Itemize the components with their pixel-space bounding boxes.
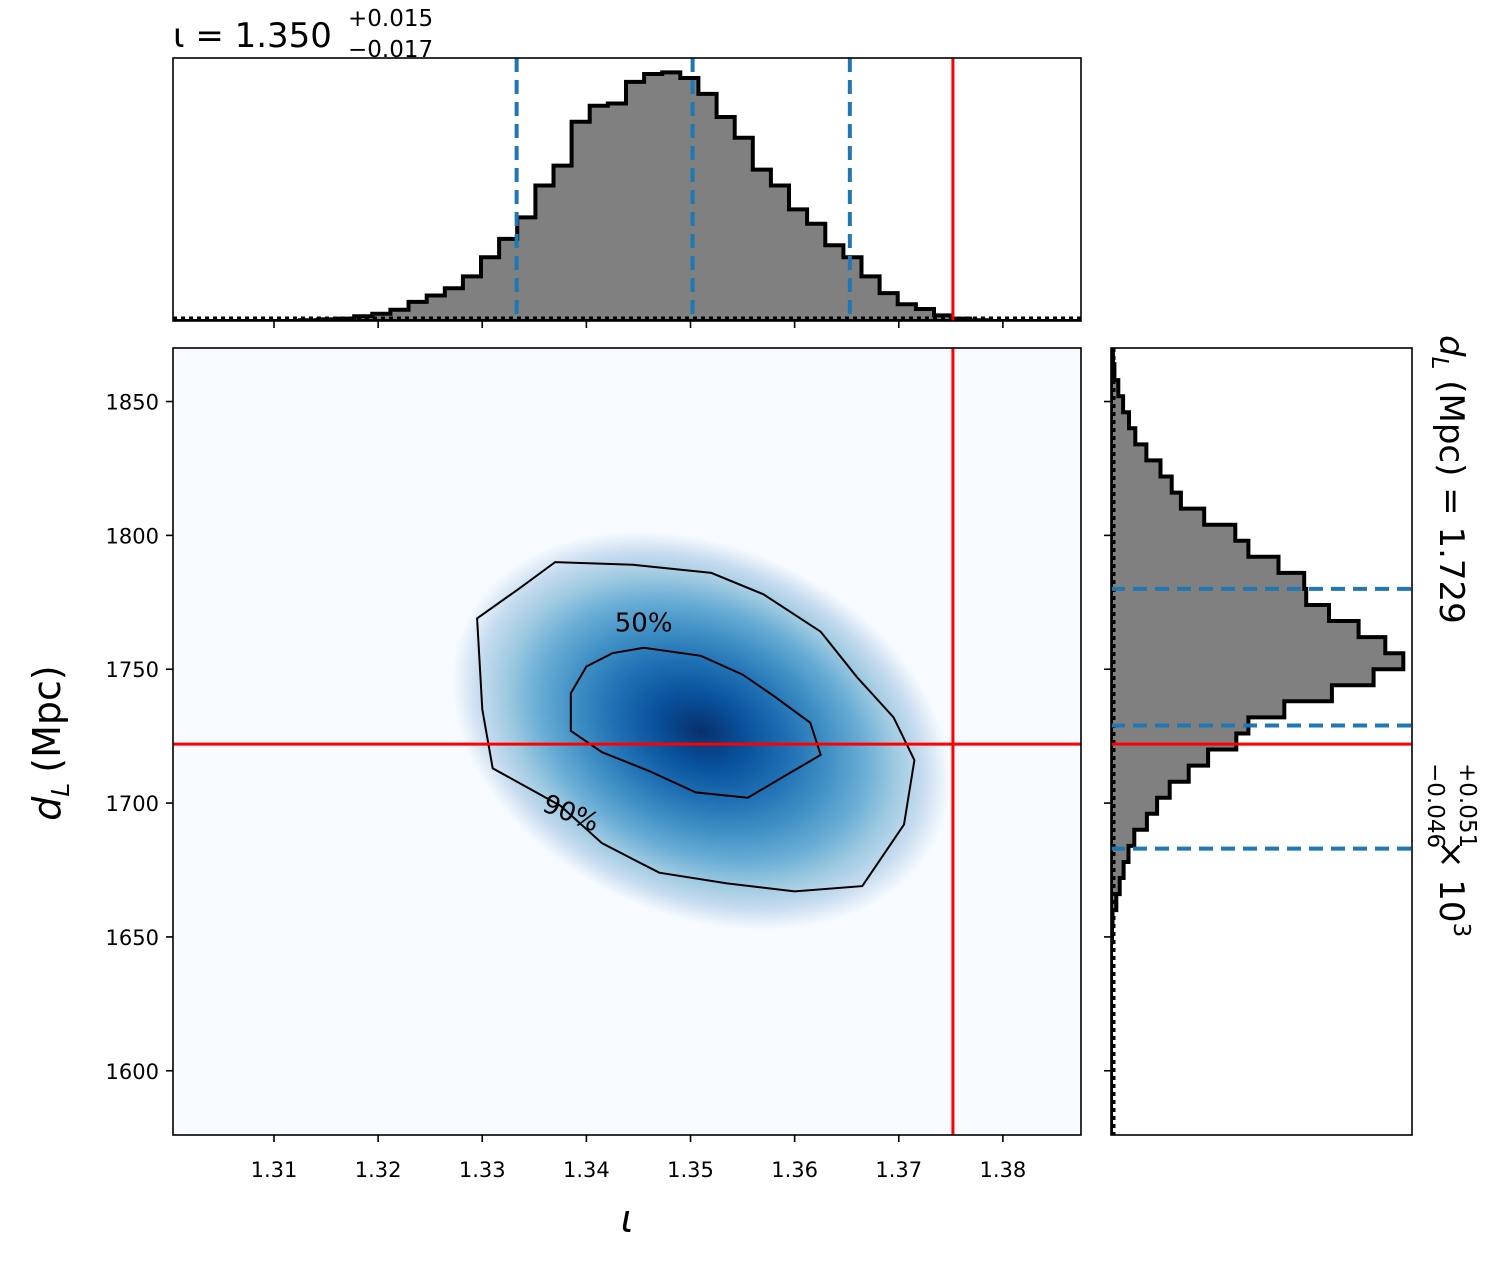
marginal-x-title: ι = 1.350 xyxy=(173,16,332,56)
marginal-y-quantile-lines xyxy=(1111,586,1412,851)
marginal-y-histogram xyxy=(1111,348,1406,1135)
marginal-x-ticks xyxy=(273,321,1004,328)
joint-x-axis: 1.31 1.32 1.33 1.34 1.35 1.36 1.37 1.38 xyxy=(251,1135,1027,1182)
marginal-x-frame xyxy=(172,57,1082,322)
contour-50-line xyxy=(569,646,822,799)
joint-frame xyxy=(172,347,1082,1136)
joint-y-axis: 1600 1650 1700 1750 1800 1850 xyxy=(106,391,173,1084)
marginal-y-panel xyxy=(1104,347,1413,1136)
truth-lines xyxy=(173,348,1081,1135)
x-tick-label: 1.38 xyxy=(980,1158,1027,1182)
marginal-x-title-upper: +0.015 xyxy=(348,6,433,32)
x-tick-label: 1.35 xyxy=(667,1158,714,1182)
x-tick-label: 1.31 xyxy=(251,1158,298,1182)
x-axis-label: ι xyxy=(621,1197,634,1241)
svg-text:× 103: × 103 xyxy=(1431,840,1474,937)
joint-density-panel: 50%90% 1.31 1.32 1.33 1.34 1.35 1.36 1.37 1.38 … xyxy=(106,347,1082,1182)
y-tick-label: 1850 xyxy=(106,391,159,415)
svg-text:dL (Mpc) = 1.729: dL (Mpc) = 1.729 xyxy=(1426,335,1471,624)
marginal-y-title-upper: +0.051 xyxy=(1454,763,1480,848)
x-tick-label: 1.36 xyxy=(771,1158,818,1182)
contour-90-line xyxy=(476,561,916,893)
y-tick-label: 1650 xyxy=(106,926,159,950)
y-tick-label: 1600 xyxy=(106,1060,159,1084)
x-tick-label: 1.33 xyxy=(459,1158,506,1182)
marginal-x-panel xyxy=(172,57,1082,328)
contour-layer xyxy=(476,561,916,893)
y-tick-label: 1800 xyxy=(106,524,159,548)
x-tick-label: 1.37 xyxy=(875,1158,922,1182)
marginal-x-title-lower: −0.017 xyxy=(348,37,433,63)
x-tick-label: 1.34 xyxy=(563,1158,610,1182)
y-tick-label: 1750 xyxy=(106,658,159,682)
contour-label-50: 50% xyxy=(615,609,673,639)
y-tick-label: 1700 xyxy=(106,792,159,816)
marginal-y-ticks xyxy=(1104,400,1111,1072)
y-axis-label: dL(Mpc) xyxy=(25,665,75,821)
x-tick-label: 1.32 xyxy=(355,1158,402,1182)
marginal-y-frame xyxy=(1110,347,1413,1136)
marginal-y-title-lower: −0.046 xyxy=(1422,763,1448,848)
marginal-y-title: dL (Mpc) = 1.729 +0.051 −0.046 × 103 xyxy=(1422,335,1480,937)
marginal-x-histogram xyxy=(173,70,1081,321)
density-heatmap xyxy=(451,531,951,931)
